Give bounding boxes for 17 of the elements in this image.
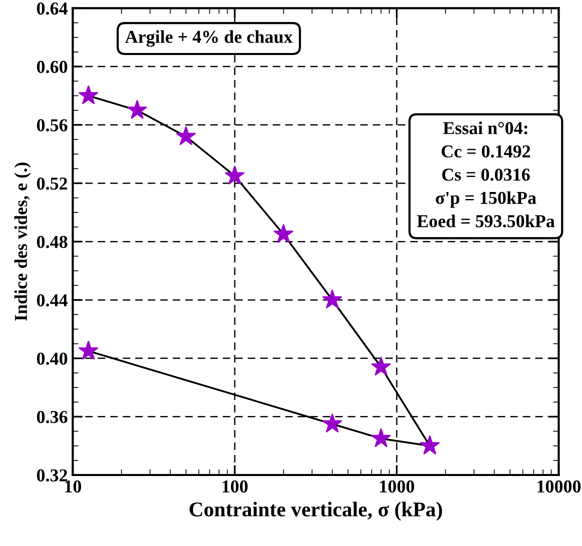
y-tick-label: 0.48 <box>36 236 68 248</box>
x-tick-label: 1000 <box>380 480 414 493</box>
x-tick-label: 10000 <box>538 480 581 493</box>
y-tick-label: 0.40 <box>36 352 68 365</box>
annotation: Argile + 4% de chaux <box>125 30 293 47</box>
y-tick-label: 0.36 <box>36 410 68 424</box>
x-tick-label: 10 <box>65 480 82 493</box>
y-tick-label: 0.44 <box>36 294 68 306</box>
y-tick-label: 0.52 <box>36 178 68 190</box>
annotation: Essai n°04: Cc = 0.1492 Cs = 0.0316 σ'p = 150kPa Eoed = 593.50kPa <box>417 122 555 228</box>
y-tick-label: 0.64 <box>36 2 68 15</box>
y-axis-title: Indice des vides, e (.) <box>14 162 31 321</box>
y-tick-label: 0.60 <box>36 60 68 74</box>
y-tick-label: 0.56 <box>36 119 68 132</box>
y-tick-label: 0.32 <box>36 469 68 482</box>
x-tick-label: 100 <box>222 480 248 493</box>
x-axis-title: Contrainte verticale, σ (kPa) <box>190 502 442 521</box>
